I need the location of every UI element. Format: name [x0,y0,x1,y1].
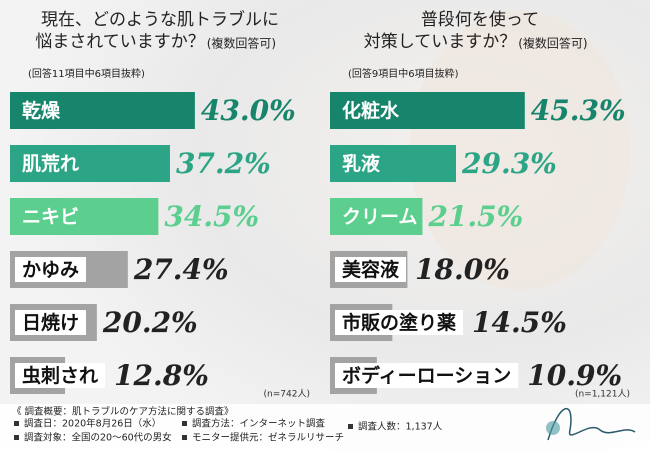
bar [330,198,423,235]
bar [10,145,170,182]
value-label: 29.3% [461,147,557,180]
subtitle: (回答11項目中6項目抜粋) [28,67,145,80]
category-label: 虫刺され [22,364,98,387]
category-label: 日焼け [22,311,79,334]
logo [546,408,636,441]
value-label: 21.5% [427,200,523,233]
category-label: 乾燥 [22,99,61,122]
sample-size: (n=1,121人) [575,389,630,400]
photo-figure [410,10,630,290]
bar [10,198,159,235]
chart-title: 対策していますか？ [364,32,517,52]
bar [330,145,456,182]
value-label: 20.2% [102,306,198,339]
bar [330,92,525,129]
value-label: 18.0% [415,253,510,286]
label-box [15,257,87,282]
chart-title: 普段何を使って [421,9,539,30]
footer-heading: 《 調査概要：肌トラブルのケア方法に関する調査》 [12,406,234,418]
category-label: かゆみ [22,259,79,281]
footer-item: 調査方法：インターネット調査 [192,418,326,430]
sample-size: (n=742人) [264,389,310,400]
label-box [335,363,519,388]
label-box [15,363,106,388]
value-label: 34.5% [164,200,259,233]
value-label: 10.9% [527,359,622,392]
footer: 《 調査概要：肌トラブルのケア方法に関する調査》 調査日：2020年8月26日（… [12,406,443,444]
value-label: 27.4% [133,253,229,286]
bullet [182,421,187,426]
value-label: 37.2% [176,147,271,180]
value-label: 12.8% [114,359,209,392]
category-label: 化粧水 [342,99,400,122]
label-box [15,310,87,335]
category-label: 肌荒れ [22,152,79,175]
footer-panel [0,404,650,450]
subtitle: (回答9項目中6項目抜粋) [348,67,459,80]
chart-title: 悩まされていますか？ [35,32,205,52]
bullet [14,435,19,440]
category-label: クリーム [342,206,417,228]
category-label: 美容液 [342,258,400,281]
value-label: 14.5% [472,306,567,339]
bar [10,92,195,129]
label-box [335,257,407,282]
footer-item: 調査人数：1,137人 [358,421,443,433]
value-label: 45.3% [531,94,626,127]
footer-item: モニター提供元：ゼネラルリサーチ [192,432,344,444]
category-label: ボディーローション [342,364,511,387]
footer-item: 調査日：2020年8月26日（水） [24,418,161,430]
bullet [348,424,353,429]
category-label: ニキビ [22,206,79,228]
bullet [14,421,19,426]
title-note: (複数回答可) [518,36,587,51]
label-box [335,310,464,335]
category-label: 市販の塗り薬 [342,311,456,334]
chart-title: 現在、どのような肌トラブルに [41,9,279,30]
title-note: (複数回答可) [207,36,276,51]
footer-item: 調査対象：全国の20〜60代の男女 [24,432,172,444]
bullet [182,435,187,440]
value-label: 43.0% [201,94,296,127]
category-label: 乳液 [342,152,381,175]
